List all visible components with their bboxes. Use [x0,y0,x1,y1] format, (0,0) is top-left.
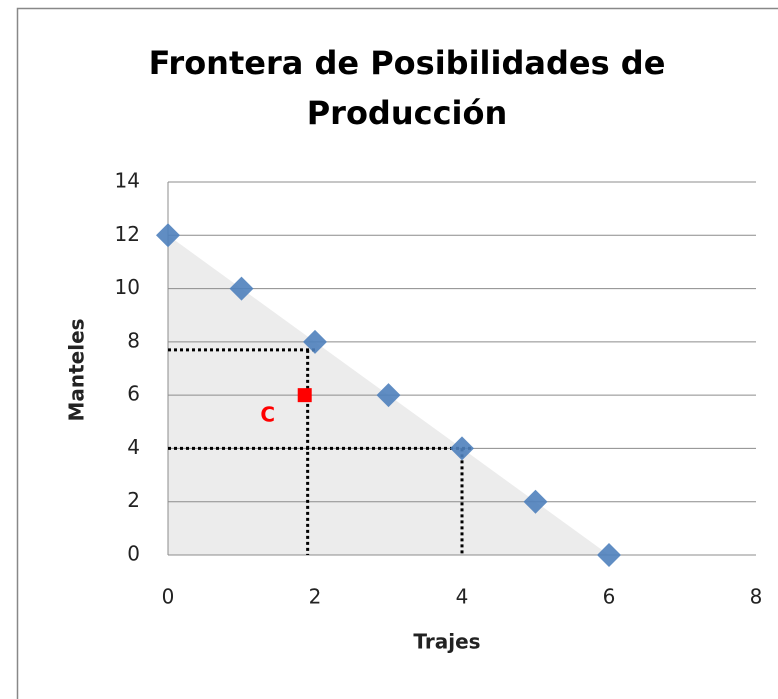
x-tick-label: 2 [309,585,322,609]
x-tick-label: 0 [162,585,175,609]
data-point [156,223,180,248]
y-axis-label: Manteles [65,318,89,421]
data-point [523,489,548,514]
point-c [297,388,312,403]
x-tick-label: 6 [603,585,616,609]
chart-border [16,7,778,699]
y-tick-label: 14 [115,169,140,193]
point-label: C [260,403,275,427]
y-tick-label: 2 [127,488,140,512]
y-tick-label: 12 [115,222,140,246]
x-tick-label: 4 [456,585,469,609]
data-point [597,543,621,567]
x-axis-label: Trajes [413,630,480,654]
y-tick-label: 6 [127,382,140,406]
y-tick-label: 0 [127,542,140,566]
y-tick-label: 4 [127,435,140,459]
y-tick-label: 10 [115,275,140,299]
chart-title: Frontera de Posibilidades de Producción [148,44,666,132]
data-point [376,383,401,408]
y-tick-label: 8 [127,328,140,352]
data-point [229,276,254,301]
x-tick-label: 8 [750,585,763,609]
data-point [450,436,474,461]
data-point [303,329,327,354]
